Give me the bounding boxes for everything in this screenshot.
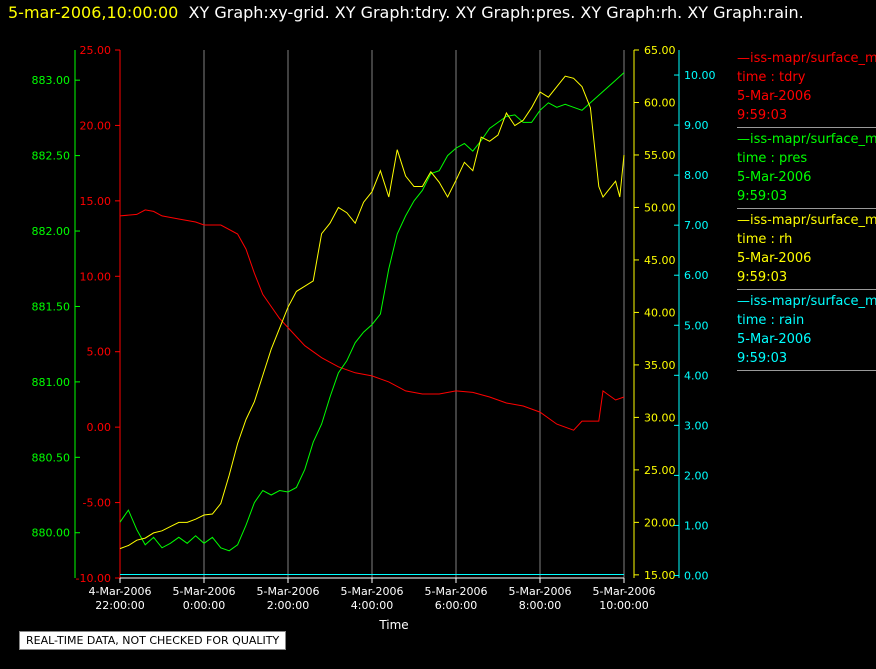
rain-tick-label: 9.00 [684, 119, 709, 132]
legend-name: —iss-mapr/surface_m [737, 51, 876, 66]
rh-tick-label: 50.00 [644, 201, 676, 214]
x-tick-label-time: 4:00:00 [351, 599, 393, 612]
tdry-tick-label: -5.00 [83, 497, 111, 510]
series-tdry [119, 209, 625, 431]
legend-field: time : pres [737, 151, 808, 166]
legend-date: 5-Mar-2006 [737, 251, 812, 266]
pres-tick-label: 880.00 [32, 527, 71, 540]
series-pres [119, 72, 625, 552]
x-tick-label-date: 5-Mar-2006 [593, 585, 656, 598]
tdry-tick-label: 5.00 [87, 346, 112, 359]
series-rh [119, 75, 625, 550]
rain-tick-label: 8.00 [684, 169, 709, 182]
legend-date: 5-Mar-2006 [737, 332, 812, 347]
header-bar: 5-mar-2006,10:00:00 XY Graph:xy-grid. XY… [8, 3, 804, 22]
legend-field: time : tdry [737, 70, 806, 85]
legend-date: 5-Mar-2006 [737, 170, 812, 185]
legend-date: 5-Mar-2006 [737, 89, 812, 104]
rain-tick-label: 4.00 [684, 369, 709, 382]
rain-tick-label: 2.00 [684, 469, 709, 482]
pres-tick-label: 883.00 [32, 74, 71, 87]
rain-tick-label: 0.00 [684, 569, 709, 582]
tdry-tick-label: 25.00 [80, 44, 112, 57]
rain-tick-label: 5.00 [684, 319, 709, 332]
rh-tick-label: 35.00 [644, 359, 676, 372]
x-tick-label-time: 2:00:00 [267, 599, 309, 612]
rh-tick-label: 25.00 [644, 464, 676, 477]
rain-tick-label: 1.00 [684, 519, 709, 532]
legend-name: —iss-mapr/surface_m [737, 213, 876, 228]
tdry-tick-label: 0.00 [87, 421, 112, 434]
rain-tick-label: 6.00 [684, 269, 709, 282]
x-axis-label: Time [378, 618, 408, 632]
rain-tick-label: 10.00 [684, 69, 716, 82]
rh-tick-label: 40.00 [644, 306, 676, 319]
rh-tick-label: 30.00 [644, 411, 676, 424]
rain-tick-label: 3.00 [684, 419, 709, 432]
tdry-tick-label: 10.00 [80, 270, 112, 283]
x-tick-label-date: 5-Mar-2006 [257, 585, 320, 598]
legend-field: time : rain [737, 313, 805, 328]
x-tick-label-date: 5-Mar-2006 [509, 585, 572, 598]
quality-note: REAL-TIME DATA, NOT CHECKED FOR QUALITY [19, 631, 287, 650]
rh-tick-label: 60.00 [644, 96, 676, 109]
rh-tick-label: 55.00 [644, 149, 676, 162]
rh-tick-label: 20.00 [644, 516, 676, 529]
pres-tick-label: 882.00 [32, 225, 71, 238]
pres-tick-label: 881.50 [32, 300, 71, 313]
rh-tick-label: 45.00 [644, 254, 676, 267]
x-tick-label-time: 0:00:00 [183, 599, 225, 612]
rh-tick-label: 65.00 [644, 44, 676, 57]
header-timestamp: 5-mar-2006,10:00:00 [8, 3, 179, 22]
tdry-tick-label: 20.00 [80, 119, 112, 132]
x-tick-label-date: 4-Mar-2006 [89, 585, 152, 598]
pres-tick-label: 881.00 [32, 376, 71, 389]
pres-tick-label: 882.50 [32, 150, 71, 163]
legend-field: time : rh [737, 232, 793, 247]
x-tick-label-date: 5-Mar-2006 [341, 585, 404, 598]
legend-name: —iss-mapr/surface_m [737, 132, 876, 147]
legend-time: 9:59:03 [737, 270, 788, 285]
x-tick-label-date: 5-Mar-2006 [425, 585, 488, 598]
x-tick-label-time: 8:00:00 [519, 599, 561, 612]
tdry-tick-label: -10.00 [76, 572, 111, 585]
x-tick-label-time: 22:00:00 [95, 599, 144, 612]
x-tick-label-time: 10:00:00 [599, 599, 648, 612]
legend-time: 9:59:03 [737, 189, 788, 204]
legend-time: 9:59:03 [737, 108, 788, 123]
pres-tick-label: 880.50 [32, 451, 71, 464]
x-tick-label-time: 6:00:00 [435, 599, 477, 612]
tdry-tick-label: 15.00 [80, 195, 112, 208]
legend-time: 9:59:03 [737, 351, 788, 366]
legend: —iss-mapr/surface_m time : tdry 5-Mar-2006… [737, 49, 876, 373]
legend-name: —iss-mapr/surface_m [737, 294, 876, 309]
x-tick-label-date: 5-Mar-2006 [173, 585, 236, 598]
header-graph-list: XY Graph:xy-grid. XY Graph:tdry. XY Grap… [188, 3, 804, 22]
rain-tick-label: 7.00 [684, 219, 709, 232]
rh-tick-label: 15.00 [644, 569, 676, 582]
